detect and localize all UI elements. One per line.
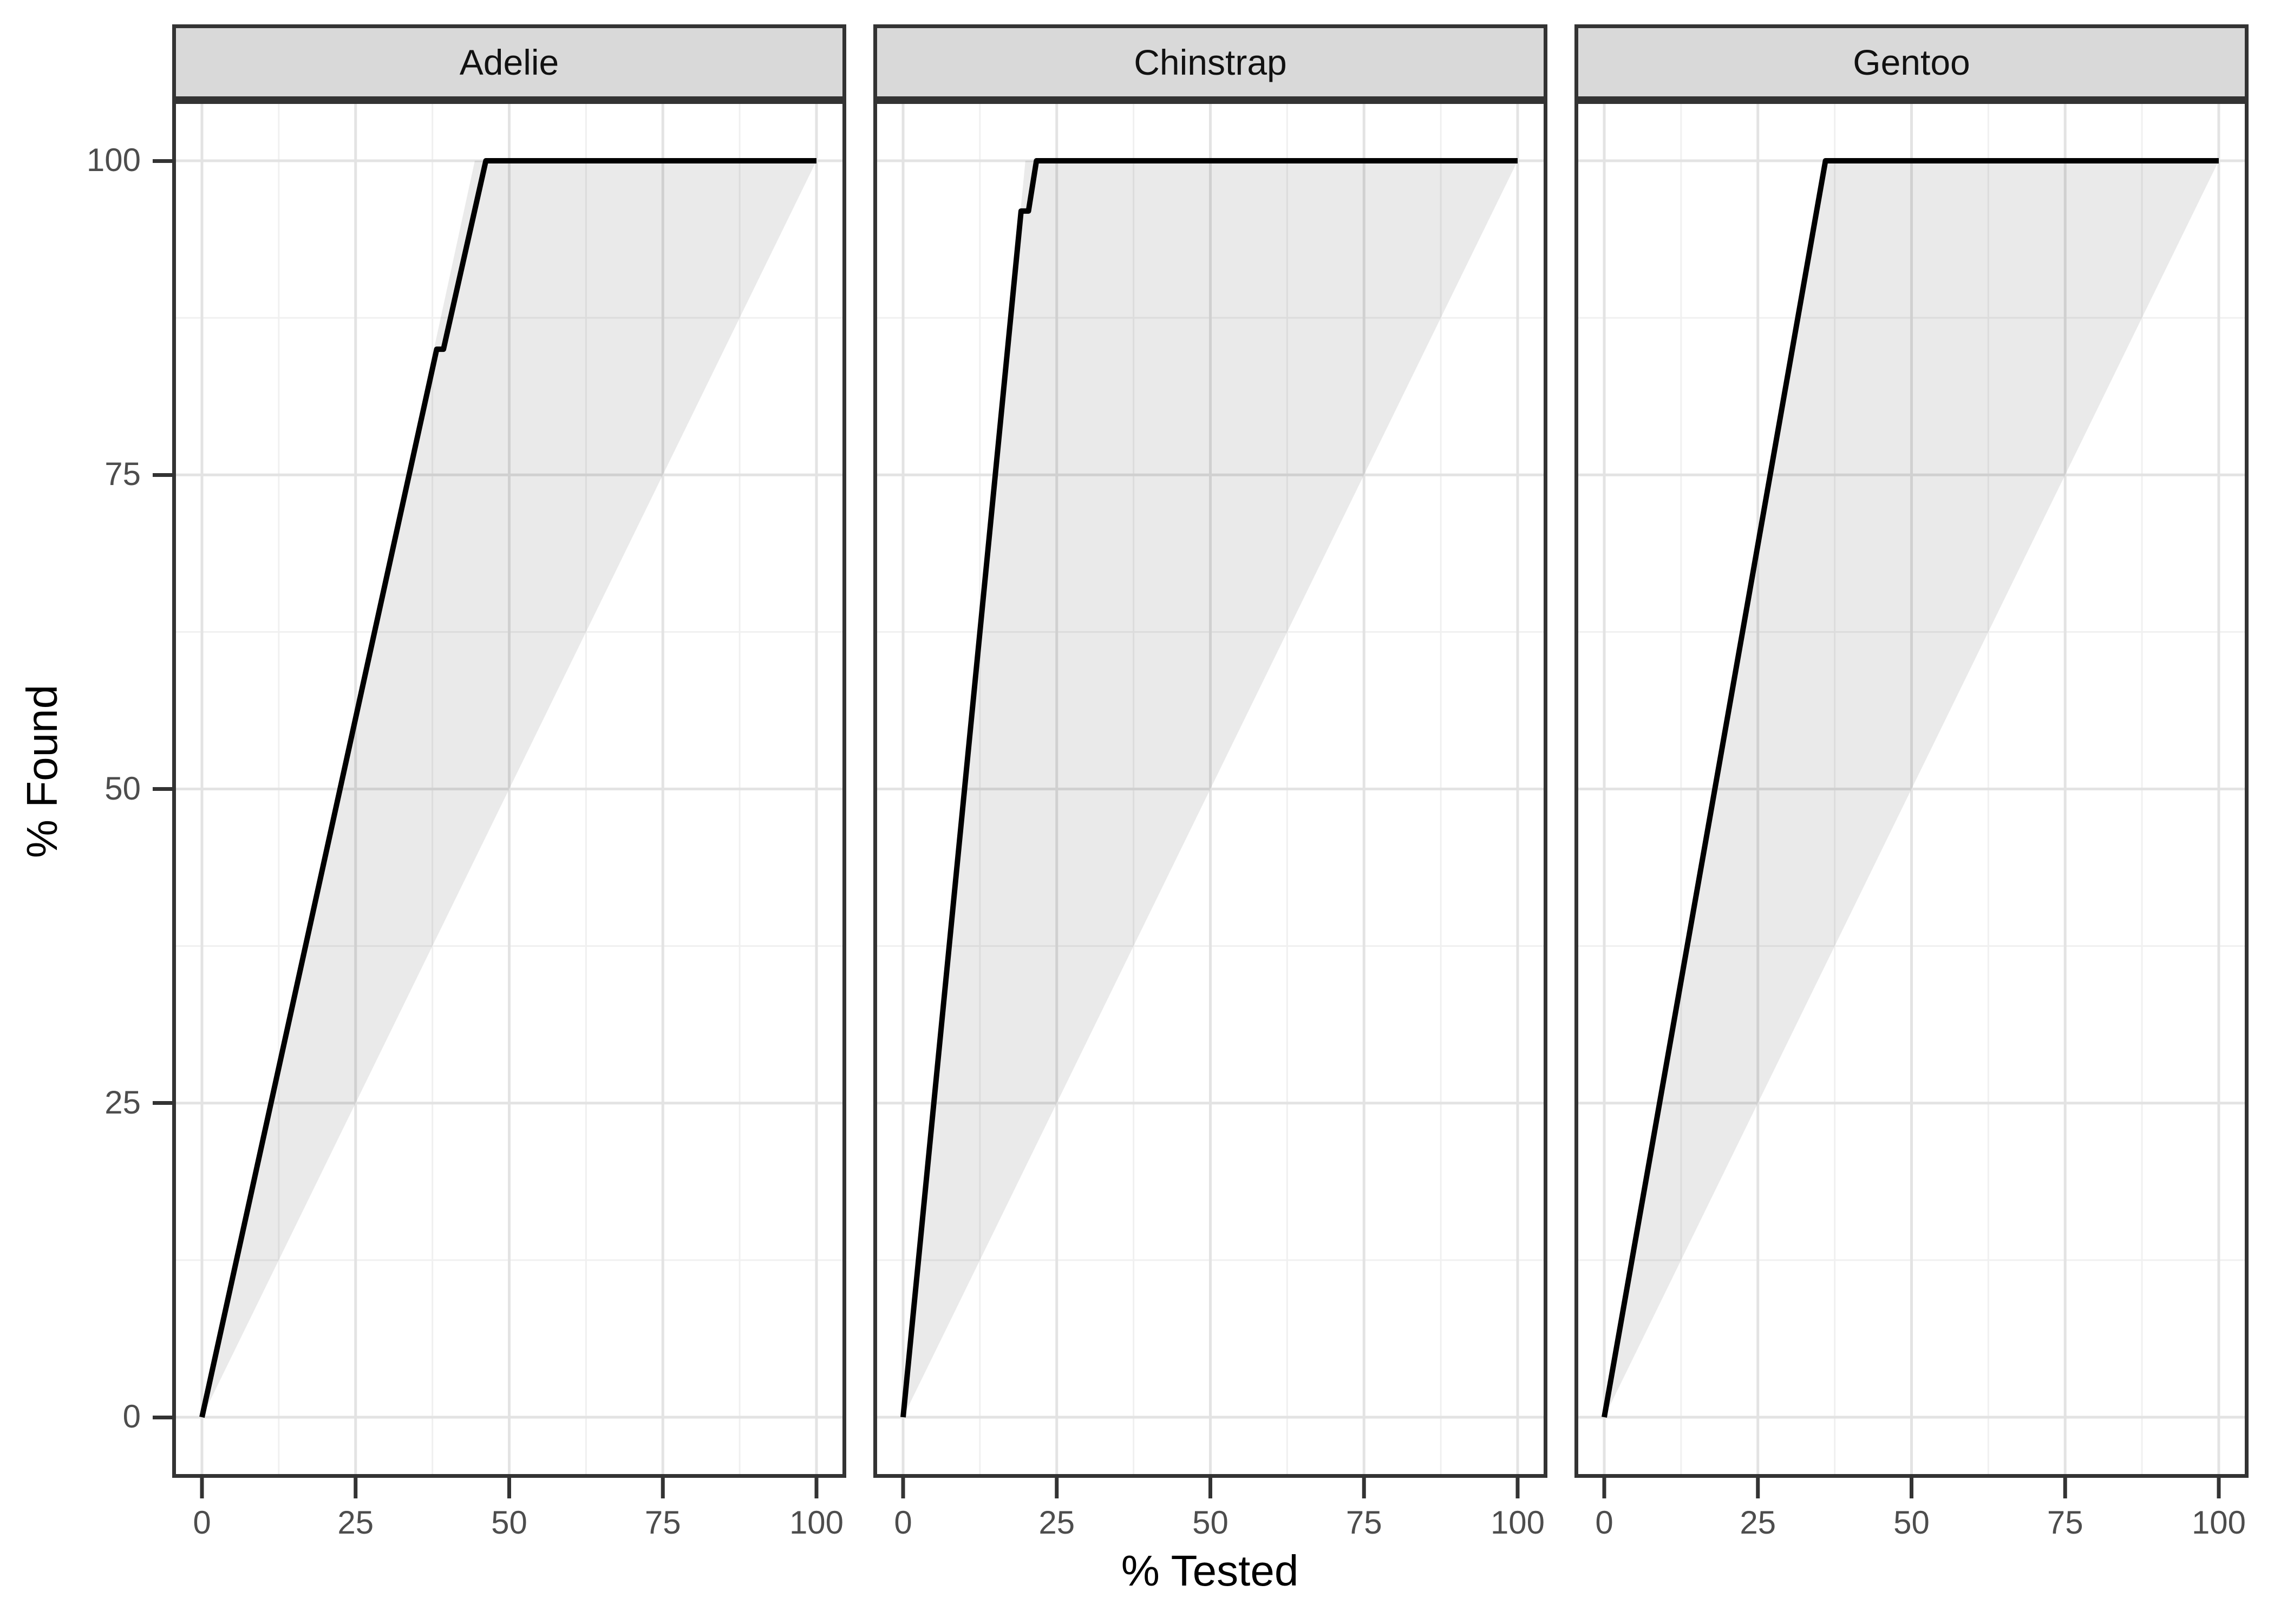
facet-chinstrap: Chinstrap 0 25 50 75 100 — [873, 24, 1547, 1541]
x-tick-label: 75 — [2047, 1504, 2083, 1541]
x-tick-label: 75 — [1345, 1504, 1382, 1541]
gain-curve-line — [900, 158, 1518, 1418]
y-axis-tick — [153, 473, 172, 477]
x-tick-label: 25 — [1038, 1504, 1075, 1541]
panel-plot-gentoo — [1574, 100, 2249, 1498]
x-tick-label: 50 — [1192, 1504, 1229, 1541]
panel-border — [172, 100, 846, 1478]
x-tick-label: 50 — [1893, 1504, 1930, 1541]
baseline-wedge — [1604, 161, 2219, 1417]
baseline-wedge — [202, 161, 816, 1417]
x-axis-title: % Tested — [1121, 1547, 1299, 1595]
y-tick-label: 0 — [122, 1398, 141, 1435]
facet-gentoo: Gentoo 0 25 50 75 100 — [1574, 24, 2249, 1541]
y-axis-tick — [153, 1415, 172, 1419]
x-tick-label: 0 — [894, 1504, 912, 1541]
facet-strip-label: Adelie — [459, 42, 559, 82]
x-tick-label: 25 — [337, 1504, 374, 1541]
x-axis-labels-adelie: 0 25 50 75 100 — [172, 1478, 846, 1541]
x-tick-label: 100 — [2191, 1504, 2246, 1541]
x-tick-label: 50 — [491, 1504, 527, 1541]
x-tick-label: 25 — [1740, 1504, 1776, 1541]
facet-strip-label: Chinstrap — [1134, 42, 1287, 82]
facet-strip-gentoo: Gentoo — [1574, 24, 2249, 100]
panel-plot-adelie — [172, 100, 846, 1498]
y-axis-tick — [153, 159, 172, 163]
gain-curve-line — [1602, 158, 2219, 1418]
x-tick-label: 100 — [789, 1504, 844, 1541]
x-tick-label: 100 — [1490, 1504, 1545, 1541]
facet-strip-adelie: Adelie — [172, 24, 846, 100]
x-axis-labels-chinstrap: 0 25 50 75 100 — [873, 1478, 1547, 1541]
facet-adelie: Adelie 0 25 50 75 100 — [172, 24, 846, 1541]
y-tick-label: 100 — [86, 142, 141, 178]
y-axis-tick — [153, 787, 172, 791]
x-tick-label: 75 — [644, 1504, 681, 1541]
gain-curve-line — [199, 158, 816, 1418]
facet-strip-label: Gentoo — [1853, 42, 1970, 82]
x-tick-label: 0 — [193, 1504, 211, 1541]
panel-border — [1574, 100, 2249, 1478]
x-axis-labels-gentoo: 0 25 50 75 100 — [1574, 1478, 2249, 1541]
y-tick-label: 50 — [104, 770, 141, 807]
y-tick-label: 25 — [104, 1084, 141, 1121]
baseline-wedge — [903, 161, 1518, 1417]
y-axis-tick — [153, 1101, 172, 1105]
panel-plot-chinstrap — [873, 100, 1547, 1498]
y-tick-label: 75 — [104, 456, 141, 493]
y-axis: 0 25 50 75 100 — [0, 100, 172, 1478]
x-tick-label: 0 — [1595, 1504, 1613, 1541]
panels-row: Adelie 0 25 50 75 100 Chinstrap 0 25 50 75 100 G… — [172, 24, 2249, 1541]
panel-border — [873, 100, 1547, 1478]
facet-strip-chinstrap: Chinstrap — [873, 24, 1547, 100]
